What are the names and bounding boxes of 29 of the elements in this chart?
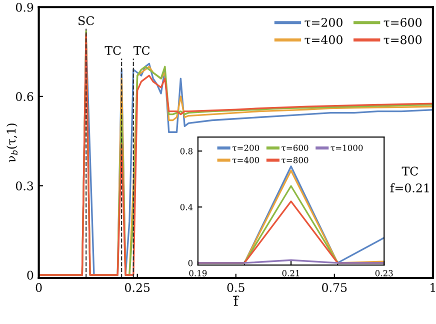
x-tick-label: 0.19 (189, 270, 207, 276)
x-tick-label: 1 (430, 283, 436, 292)
legend-label: τ=800 (282, 156, 308, 164)
x-tick-label: 0.75 (322, 283, 347, 292)
x-tick-label: 0.21 (282, 270, 300, 276)
y-axis-title: ν$_{b}$(τ,1) (6, 124, 18, 162)
legend-label: τ=800 (384, 35, 422, 44)
y-tick-label: 0.4 (180, 204, 193, 210)
legend-label: τ=200 (304, 18, 342, 27)
y-tick-label: 0.6 (16, 92, 34, 102)
y-tick-label: 0.3 (16, 181, 34, 190)
y-tick-label: 0 (188, 260, 193, 266)
legend-label: τ=400 (304, 35, 342, 44)
y-tick-label: 0.9 (16, 2, 34, 12)
y-tick-label: 0.8 (180, 148, 193, 154)
legend-label: τ=1000 (330, 144, 363, 152)
x-tick-label: 0.5 (227, 283, 244, 292)
x-axis-title: f̄ (233, 296, 240, 306)
legend-label: τ=200 (232, 144, 260, 152)
annotation: TC f=0.21 (390, 166, 429, 192)
ref-line-label: SC (78, 16, 94, 26)
legend-label: τ=600 (282, 144, 308, 152)
legend-label: τ=400 (232, 156, 260, 164)
ref-line-label: TC (134, 46, 150, 55)
x-tick-label: 0.23 (375, 270, 393, 276)
x-tick-label: 0 (36, 283, 42, 292)
ref-line-label: TC (104, 46, 121, 55)
legend-label: τ=600 (384, 18, 422, 27)
x-tick-label: 0.25 (124, 283, 150, 292)
